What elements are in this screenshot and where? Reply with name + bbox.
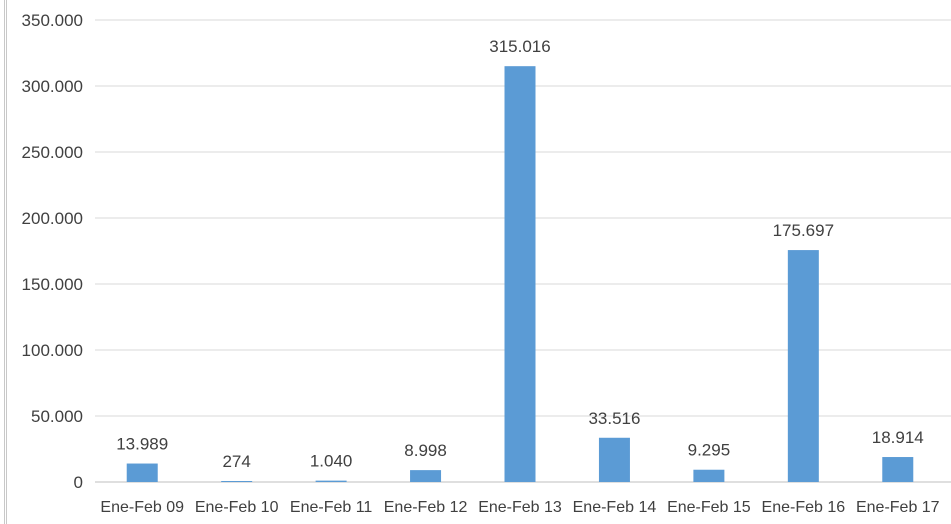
x-tick-label: Ene-Feb 13 xyxy=(478,499,562,516)
data-label: 33.516 xyxy=(588,409,640,428)
x-tick-label: Ene-Feb 10 xyxy=(195,499,279,516)
bar xyxy=(598,437,630,482)
bar xyxy=(882,457,914,482)
data-label: 1.040 xyxy=(310,452,353,471)
bar xyxy=(693,469,725,482)
bar xyxy=(126,463,158,482)
data-label: 175.697 xyxy=(773,221,834,240)
x-tick-label: Ene-Feb 12 xyxy=(384,499,468,516)
bar xyxy=(410,470,442,482)
data-label: 18.914 xyxy=(872,428,924,447)
data-label: 8.998 xyxy=(404,441,447,460)
data-label: 13.989 xyxy=(116,435,168,454)
y-axis-tick-labels: 0 50.000 100.000 150.000 200.000 250.000 300.0… xyxy=(22,11,83,492)
bar xyxy=(221,481,253,482)
x-tick-label: Ene-Feb 16 xyxy=(762,499,846,516)
data-labels: 13.989 274 1.040 8.998 315.016 33.516 9.295 175… xyxy=(116,37,924,471)
bar xyxy=(787,250,819,482)
data-label: 9.295 xyxy=(688,441,731,460)
y-tick-label: 150.000 xyxy=(22,275,83,294)
y-tick-label: 350.000 xyxy=(22,11,83,30)
data-label: 315.016 xyxy=(489,37,550,56)
bars xyxy=(126,66,914,482)
x-tick-label: Ene-Feb 09 xyxy=(100,499,184,516)
x-tick-label: Ene-Feb 17 xyxy=(856,499,940,516)
bar xyxy=(315,480,347,482)
chart-left-border xyxy=(4,0,7,524)
x-tick-label: Ene-Feb 14 xyxy=(573,499,657,516)
x-tick-label: Ene-Feb 15 xyxy=(667,499,751,516)
data-label: 274 xyxy=(222,452,250,471)
bar xyxy=(504,66,536,482)
y-tick-label: 50.000 xyxy=(31,407,83,426)
y-tick-label: 200.000 xyxy=(22,209,83,228)
y-tick-label: 100.000 xyxy=(22,341,83,360)
x-tick-label: Ene-Feb 11 xyxy=(290,499,373,516)
y-tick-label: 0 xyxy=(74,473,83,492)
x-axis-tick-labels: Ene-Feb 09 Ene-Feb 10 Ene-Feb 11 Ene-Feb 12… xyxy=(100,499,939,516)
y-tick-label: 250.000 xyxy=(22,143,83,162)
y-tick-label: 300.000 xyxy=(22,77,83,96)
